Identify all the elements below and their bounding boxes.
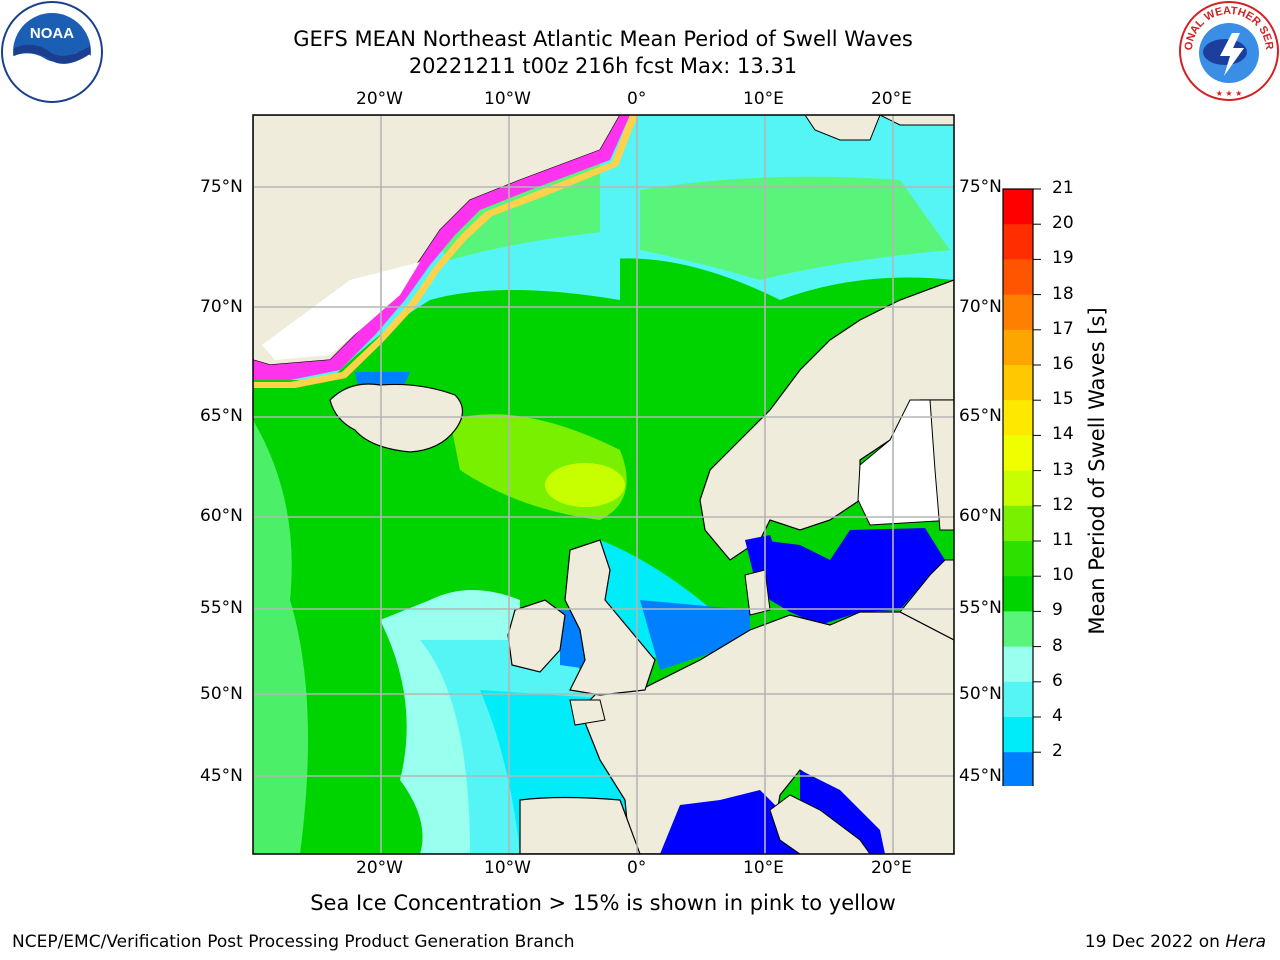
colorbar-frame	[1002, 188, 1034, 786]
colorbar-tick-label: 18	[1052, 283, 1074, 304]
colorbar	[1002, 188, 1041, 786]
colorbar-tick-label: 14	[1052, 424, 1074, 445]
colorbar-tick-label: 11	[1052, 530, 1074, 550]
colorbar-segment	[1003, 752, 1033, 786]
lat-tick-label: 60°N	[200, 506, 243, 526]
lat-tick-label: 45°N	[959, 766, 1002, 786]
colorbar-segment	[1003, 611, 1033, 648]
svg-text:NOAA: NOAA	[30, 25, 74, 42]
colorbar-tick-label: 20	[1052, 213, 1074, 234]
colorbar-segment	[1003, 365, 1033, 401]
lat-tick-label: 75°N	[200, 177, 243, 197]
lon-tick-label: 10°W	[484, 89, 531, 109]
credit-text: NCEP/EMC/Verification Post Processing Pr…	[12, 932, 575, 952]
lon-tick-label: 10°E	[743, 89, 784, 109]
colorbar-segment	[1003, 294, 1033, 331]
colorbar-tick-label: 2	[1052, 741, 1063, 762]
colorbar-segment	[1003, 541, 1033, 577]
lon-tick-label: 10°E	[743, 858, 784, 878]
colorbar-tick-label: 15	[1052, 389, 1074, 410]
colorbar-segment	[1003, 329, 1033, 366]
colorbar-segment	[1003, 400, 1033, 436]
lat-tick-label: 50°N	[200, 684, 243, 704]
colorbar-tick-label: 21	[1052, 178, 1074, 198]
colorbar-tick-label: 17	[1052, 318, 1074, 339]
machine-name: Hera	[1225, 932, 1266, 952]
colorbar-segment	[1003, 259, 1033, 296]
nws-logo: NATIONAL WEATHER SERVICE ★ ★ ★	[1178, 0, 1279, 101]
colorbar-segment	[1003, 646, 1033, 683]
graticule	[253, 115, 954, 854]
colorbar-tick-label: 8	[1052, 635, 1063, 656]
lat-tick-label: 70°N	[959, 297, 1002, 317]
sea-ice-note: Sea Ice Concentration > 15% is shown in …	[310, 891, 896, 915]
colorbar-tick-label: 19	[1052, 248, 1074, 269]
map-frame	[252, 114, 955, 855]
lat-tick-label: 50°N	[959, 684, 1002, 704]
chart-subtitle: 20221211 t00z 216h fcst Max: 13.31	[408, 54, 798, 78]
svg-text:★ ★ ★: ★ ★ ★	[1216, 89, 1243, 98]
colorbar-title: Mean Period of Swell Waves [s]	[1085, 307, 1109, 635]
lat-tick-label: 55°N	[200, 598, 243, 618]
lat-tick-label: 65°N	[200, 406, 243, 426]
chart-title: GEFS MEAN Northeast Atlantic Mean Period…	[293, 27, 913, 51]
colorbar-tick-label: 12	[1052, 494, 1074, 515]
colorbar-tick-label: 4	[1052, 706, 1063, 726]
colorbar-segment	[1003, 435, 1033, 472]
lat-tick-label: 60°N	[959, 506, 1002, 526]
lon-tick-label: 0°	[627, 89, 647, 109]
colorbar-tick-label: 6	[1052, 670, 1063, 691]
colorbar-segment	[1003, 470, 1033, 507]
lon-tick-label: 10°W	[484, 858, 531, 878]
colorbar-tick-label: 9	[1052, 600, 1063, 621]
noaa-logo: NOAA	[1, 1, 103, 103]
lon-tick-label: 20°W	[356, 89, 403, 109]
lon-tick-label: 20°E	[871, 858, 912, 878]
colorbar-tick-label: 13	[1052, 459, 1074, 480]
colorbar-segment	[1003, 576, 1033, 612]
lat-tick-label: 65°N	[959, 406, 1002, 426]
colorbar-segment	[1003, 681, 1033, 718]
issue-date: 19 Dec 2022 on Hera	[1085, 932, 1266, 952]
colorbar-tick-label: 16	[1052, 354, 1074, 374]
lon-tick-label: 20°W	[356, 858, 403, 878]
colorbar-segment	[1003, 505, 1033, 542]
lat-tick-label: 70°N	[200, 297, 243, 317]
lat-tick-label: 45°N	[200, 766, 243, 786]
colorbar-segment	[1003, 717, 1033, 753]
lat-tick-label: 75°N	[959, 177, 1002, 197]
colorbar-segment	[1003, 224, 1033, 260]
colorbar-segment	[1003, 189, 1033, 225]
lat-tick-label: 55°N	[959, 598, 1002, 618]
issue-date-text: 19 Dec 2022 on	[1084, 932, 1220, 952]
lon-tick-label: 20°E	[871, 89, 912, 109]
colorbar-tick-label: 10	[1052, 565, 1074, 586]
lon-tick-label: 0°	[627, 858, 647, 878]
